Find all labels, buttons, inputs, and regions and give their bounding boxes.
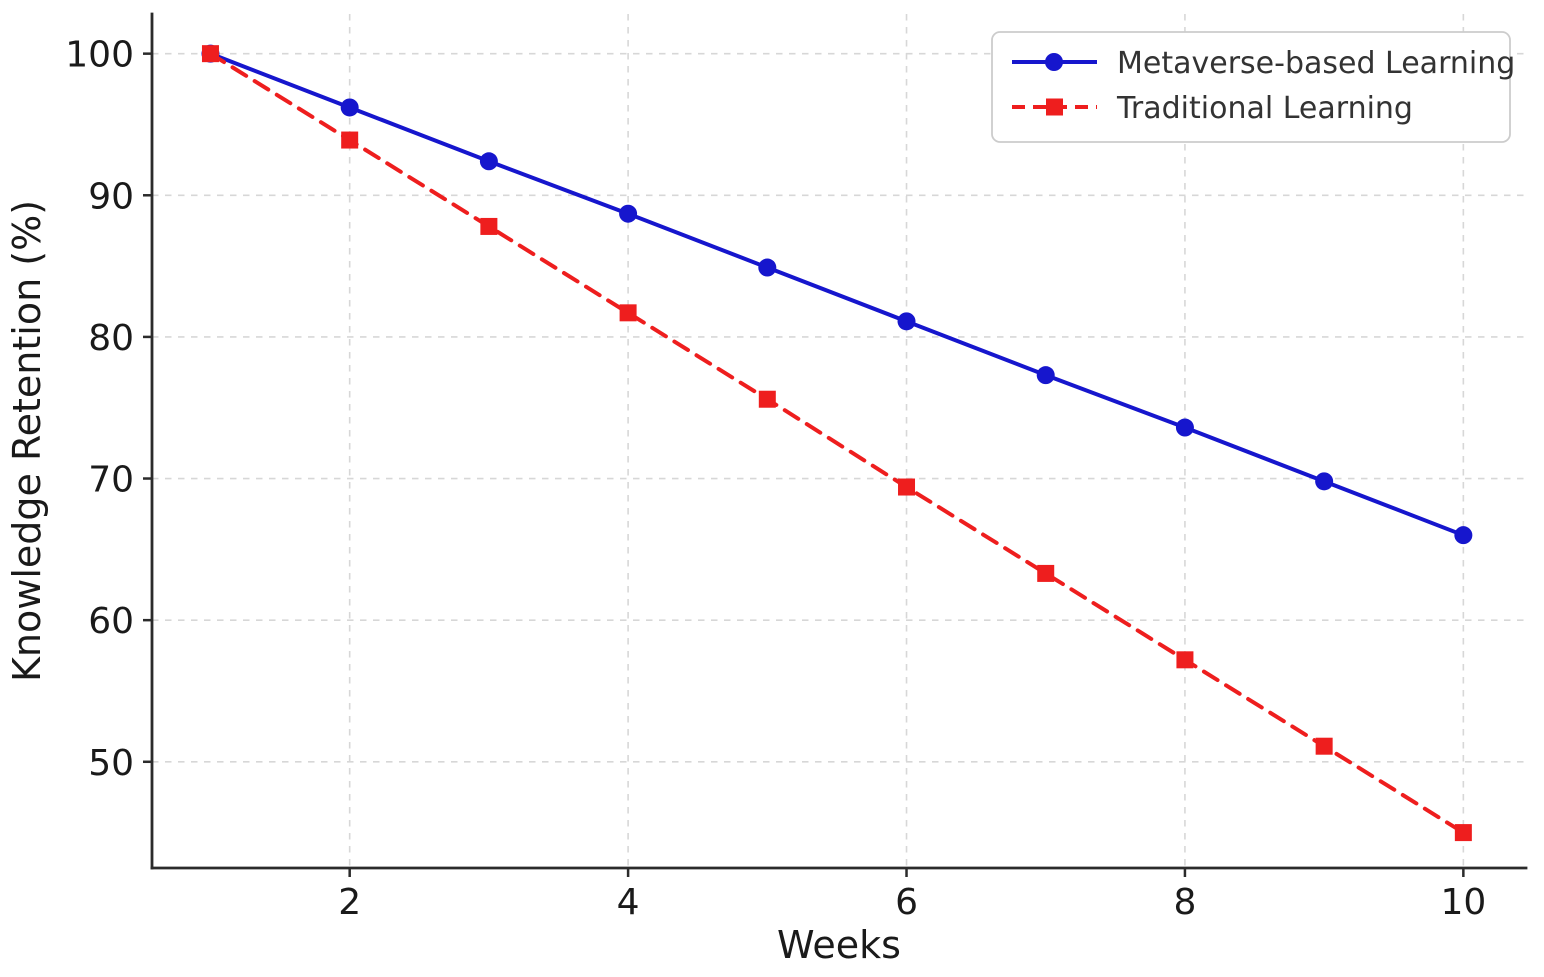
data-point-square <box>341 131 359 149</box>
legend-entry-label: Metaverse-based Learning <box>1117 46 1515 81</box>
legend-marker-circle <box>1045 53 1063 71</box>
data-point-square <box>201 45 219 63</box>
data-point-square <box>1454 824 1472 842</box>
axes: 2 4 6 8 10 50 60 70 80 90 100 <box>65 12 1528 923</box>
data-series <box>201 44 1473 842</box>
legend-marker-square <box>1046 98 1063 116</box>
data-point-circle <box>479 152 498 171</box>
y-tick-label: 60 <box>88 601 134 642</box>
y-tick-label: 50 <box>88 743 134 784</box>
legend-entry-label: Traditional Learning <box>1116 91 1413 126</box>
data-point-square <box>480 217 498 235</box>
x-tick-label: 4 <box>617 882 640 923</box>
data-point-square <box>898 478 916 496</box>
y-axis-label: Knowledge Retention (%) <box>5 200 49 682</box>
data-point-square <box>1176 651 1194 669</box>
x-tick-label: 8 <box>1173 882 1196 923</box>
data-point-circle <box>1175 418 1194 437</box>
x-tick-label: 10 <box>1440 882 1486 923</box>
data-point-square <box>619 304 637 322</box>
data-point-circle <box>340 98 359 117</box>
series-line-metaverse <box>208 51 1466 538</box>
data-point-circle <box>897 312 916 331</box>
series-line-traditional <box>208 51 1466 835</box>
x-tick-label: 6 <box>895 882 918 923</box>
legend: Metaverse-based Learning Traditional Lear… <box>991 31 1515 143</box>
data-point-circle <box>619 204 638 223</box>
data-point-circle <box>1036 366 1055 385</box>
x-axis-label: Weeks <box>777 923 901 967</box>
y-tick-label: 90 <box>88 176 134 217</box>
data-point-circle <box>758 258 777 277</box>
legend-box <box>991 31 1511 143</box>
x-tick-label: 2 <box>338 882 361 923</box>
data-point-square <box>758 390 776 408</box>
y-tick-label: 100 <box>65 35 134 76</box>
y-tick-label: 70 <box>88 460 134 501</box>
y-tick-label: 80 <box>88 318 134 359</box>
data-point-square <box>1037 564 1055 582</box>
data-point-circle <box>1454 526 1473 545</box>
data-point-square <box>1315 737 1333 755</box>
data-point-circle <box>1315 472 1334 491</box>
